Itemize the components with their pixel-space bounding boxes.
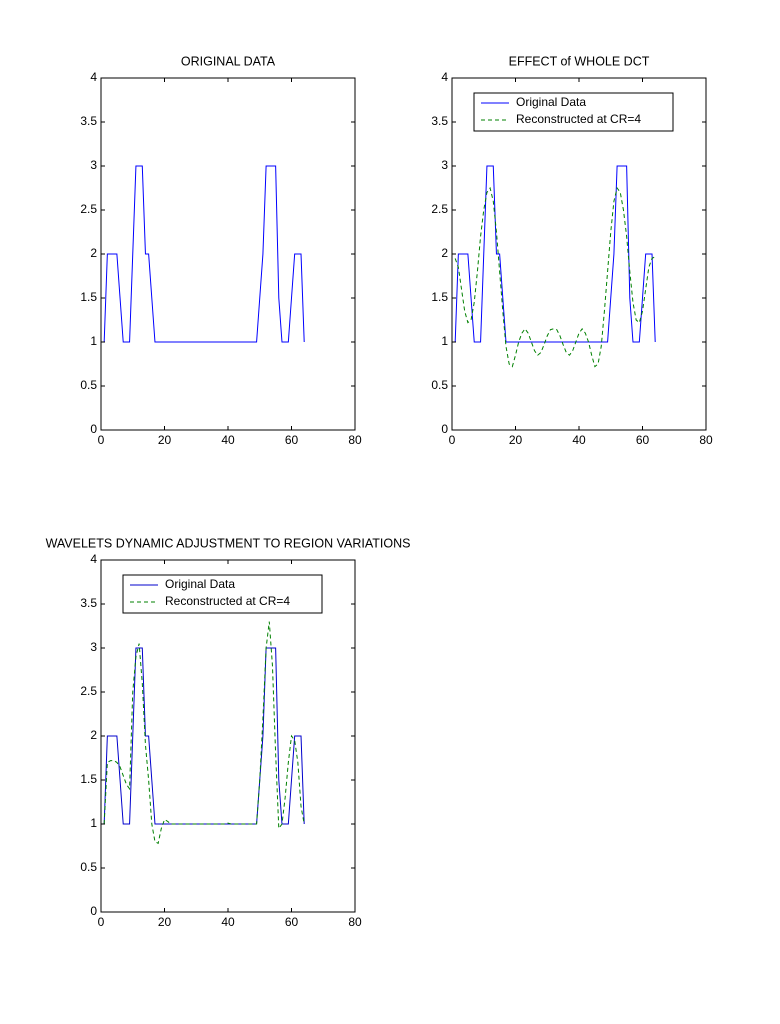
- y-tick-label: 2.5: [80, 202, 97, 216]
- y-tick-label: 1.5: [80, 772, 97, 786]
- y-tick-label: 1: [90, 816, 97, 830]
- x-tick-label: 60: [636, 433, 650, 447]
- y-tick-label: 2: [90, 728, 97, 742]
- y-tick-label: 4: [90, 70, 97, 84]
- legend-label: Reconstructed at CR=4: [165, 594, 290, 608]
- y-tick-label: 1: [441, 334, 448, 348]
- y-tick-label: 0: [441, 422, 448, 436]
- y-tick-label: 2.5: [431, 202, 448, 216]
- y-tick-label: 1: [90, 334, 97, 348]
- y-tick-label: 1.5: [80, 290, 97, 304]
- data-line: [454, 186, 656, 368]
- y-tick-label: 1.5: [431, 290, 448, 304]
- y-tick-label: 2.5: [80, 684, 97, 698]
- legend-label: Original Data: [165, 577, 235, 591]
- x-tick-label: 80: [699, 433, 713, 447]
- y-tick-label: 2: [90, 246, 97, 260]
- y-tick-label: 4: [441, 70, 448, 84]
- y-tick-label: 0.5: [80, 860, 97, 874]
- x-tick-label: 80: [348, 433, 362, 447]
- legend-box: [473, 92, 674, 132]
- legend-box: [122, 574, 323, 614]
- x-tick-label: 20: [158, 433, 172, 447]
- y-tick-label: 3.5: [431, 114, 448, 128]
- y-tick-label: 3: [441, 158, 448, 172]
- data-line: [103, 647, 305, 825]
- chart-title: EFFECT of WHOLE DCT: [509, 54, 650, 68]
- y-tick-label: 0: [90, 904, 97, 918]
- x-tick-label: 20: [509, 433, 523, 447]
- x-tick-label: 40: [221, 433, 235, 447]
- data-line: [454, 165, 656, 343]
- y-tick-label: 3: [90, 640, 97, 654]
- chart-title: ORIGINAL DATA: [181, 54, 276, 68]
- data-line: [103, 165, 305, 343]
- legend-label: Original Data: [516, 95, 586, 109]
- x-tick-label: 0: [98, 433, 105, 447]
- x-tick-label: 40: [221, 915, 235, 929]
- y-tick-label: 3.5: [80, 114, 97, 128]
- y-tick-label: 4: [90, 552, 97, 566]
- x-tick-label: 60: [285, 915, 299, 929]
- y-tick-label: 2: [441, 246, 448, 260]
- legend-label: Reconstructed at CR=4: [516, 112, 641, 126]
- x-tick-label: 0: [98, 915, 105, 929]
- x-tick-label: 40: [572, 433, 586, 447]
- y-tick-label: 0.5: [431, 378, 448, 392]
- axes-frame: [100, 77, 356, 431]
- chart-title: WAVELETS DYNAMIC ADJUSTMENT TO REGION VA…: [46, 536, 411, 550]
- x-tick-label: 0: [449, 433, 456, 447]
- y-tick-label: 3.5: [80, 596, 97, 610]
- x-tick-label: 80: [348, 915, 362, 929]
- x-tick-label: 20: [158, 915, 172, 929]
- y-tick-label: 0.5: [80, 378, 97, 392]
- data-line: [103, 621, 305, 845]
- y-tick-label: 3: [90, 158, 97, 172]
- y-tick-label: 0: [90, 422, 97, 436]
- x-tick-label: 60: [285, 433, 299, 447]
